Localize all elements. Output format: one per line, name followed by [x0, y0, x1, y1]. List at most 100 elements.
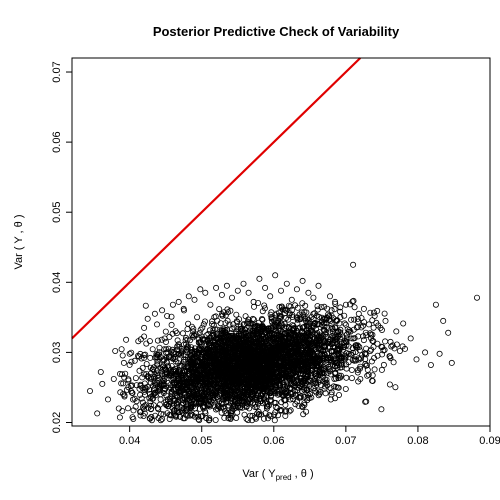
cloud-point: [131, 395, 138, 402]
cloud-point: [166, 415, 173, 422]
cloud-point: [184, 363, 191, 370]
cloud-point: [173, 330, 180, 337]
cloud-point: [142, 351, 149, 358]
cloud-point: [190, 325, 197, 332]
cloud-point: [204, 359, 211, 366]
cloud-point: [223, 370, 230, 377]
cloud-point: [241, 388, 248, 395]
cloud-point: [191, 332, 198, 339]
cloud-point: [295, 394, 302, 401]
cloud-point: [364, 366, 371, 373]
x-axis-label-suffix: , θ ): [292, 468, 314, 480]
cloud-point: [244, 363, 251, 370]
cloud-point: [328, 347, 335, 354]
cloud-point: [263, 337, 270, 344]
cloud-point: [244, 373, 251, 380]
cloud-point: [136, 353, 143, 360]
cloud-point: [374, 340, 381, 347]
y-axis: 0.02 0.03 0.04 0.05 0.06 0.07: [51, 61, 72, 433]
cloud-point: [245, 336, 252, 343]
cloud-point: [180, 370, 187, 377]
cloud-point: [233, 394, 240, 401]
scatter-point: [393, 328, 400, 335]
cloud-point: [310, 358, 317, 365]
cloud-point: [288, 352, 295, 359]
cloud-point: [200, 363, 207, 370]
cloud-point: [170, 350, 177, 357]
cloud-point: [203, 373, 210, 380]
x-tick-label: 0.07: [335, 435, 356, 447]
cloud-point: [272, 409, 279, 416]
cloud-point: [297, 377, 304, 384]
cloud-point: [255, 400, 262, 407]
scatter-point: [310, 294, 317, 301]
cloud-point: [319, 334, 326, 341]
cloud-point: [191, 413, 198, 420]
cloud-point: [291, 353, 298, 360]
cloud-point: [379, 351, 386, 358]
cloud-point: [217, 320, 224, 327]
cloud-point: [242, 313, 249, 320]
cloud-point: [335, 328, 342, 335]
cloud-point: [312, 346, 319, 353]
cloud-point: [174, 394, 181, 401]
scatter-point: [328, 391, 335, 398]
scatter-point: [315, 282, 322, 289]
cloud-point: [249, 340, 256, 347]
cloud-point: [328, 320, 335, 327]
scatter-point: [267, 293, 274, 300]
cloud-point: [287, 396, 294, 403]
cloud-point: [209, 377, 216, 384]
cloud-point: [205, 355, 212, 362]
cloud-point: [254, 364, 261, 371]
cloud-point: [306, 391, 313, 398]
cloud-point: [275, 327, 282, 334]
cloud-point: [281, 331, 288, 338]
cloud-point: [342, 352, 349, 359]
cloud-point: [282, 408, 289, 415]
cloud-point: [146, 395, 153, 402]
cloud-point: [252, 414, 259, 421]
cloud-point: [358, 355, 365, 362]
cloud-point: [172, 373, 179, 380]
scatter-point: [371, 312, 378, 319]
scatter-point: [262, 284, 269, 291]
cloud-point: [332, 335, 339, 342]
cloud-point: [356, 343, 363, 350]
cloud-point: [290, 351, 297, 358]
cloud-point: [342, 385, 349, 392]
cloud-point: [386, 381, 393, 388]
cloud-point: [219, 358, 226, 365]
cloud-point: [354, 323, 361, 330]
x-tick-label: 0.04: [119, 435, 140, 447]
cloud-point: [219, 396, 226, 403]
cloud-point: [244, 318, 251, 325]
cloud-point: [253, 392, 260, 399]
cloud-point: [164, 396, 171, 403]
scatter-point: [321, 303, 328, 310]
cloud-point: [194, 314, 201, 321]
cloud-point: [346, 327, 353, 334]
cloud-point: [314, 306, 321, 313]
cloud-point: [224, 395, 231, 402]
cloud-point: [315, 387, 322, 394]
cloud-point: [311, 310, 318, 317]
cloud-point: [220, 309, 227, 316]
cloud-point: [245, 391, 252, 398]
cloud-point: [182, 390, 189, 397]
cloud-point: [325, 313, 332, 320]
cloud-point: [333, 316, 340, 323]
scatter-point: [401, 345, 408, 352]
cloud-point: [200, 321, 207, 328]
cloud-point: [259, 367, 266, 374]
cloud-point: [222, 381, 229, 388]
scatter-point: [250, 298, 257, 305]
cloud-point: [297, 314, 304, 321]
cloud-point: [175, 367, 182, 374]
cloud-point: [161, 335, 168, 342]
cloud-point: [188, 379, 195, 386]
cloud-point: [339, 344, 346, 351]
cloud-point: [322, 338, 329, 345]
cloud-point: [197, 375, 204, 382]
cloud-point: [178, 407, 185, 414]
